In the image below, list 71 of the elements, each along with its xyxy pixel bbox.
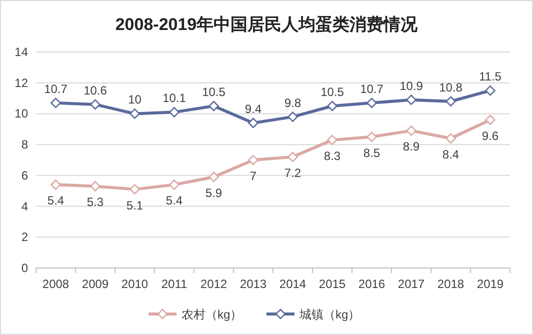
point — [366, 98, 377, 108]
point — [169, 180, 180, 190]
point — [130, 184, 140, 194]
data-label: 5.9 — [205, 186, 222, 200]
y-tick-label: 6 — [21, 168, 28, 182]
data-label: 8.4 — [442, 147, 460, 162]
x-tick-label: 2018 — [437, 277, 464, 291]
point — [208, 100, 219, 112]
point — [485, 85, 496, 96]
x-tick-label: 2009 — [82, 277, 109, 291]
data-label: 10.5 — [320, 85, 344, 99]
point — [248, 118, 258, 128]
point — [327, 100, 338, 112]
point — [90, 181, 100, 192]
point — [208, 172, 219, 182]
data-label: 10.8 — [439, 80, 463, 94]
y-tick-label: 2 — [21, 230, 28, 244]
point — [288, 112, 298, 122]
x-tick-label: 2012 — [200, 277, 228, 291]
point — [169, 107, 180, 118]
point — [446, 96, 456, 107]
x-tick-label: 2008 — [42, 277, 70, 291]
y-tick-label: 14 — [14, 45, 28, 59]
data-label: 9.4 — [244, 102, 262, 116]
point — [50, 98, 61, 108]
data-label: 11.5 — [479, 70, 502, 84]
data-label: 9.6 — [482, 128, 499, 143]
data-label: 7.2 — [284, 166, 302, 180]
x-tick-label: 2017 — [398, 277, 425, 291]
point — [327, 134, 338, 146]
point — [446, 133, 456, 144]
point — [366, 132, 377, 142]
chart-title: 2008-2019年中国居民人均蛋类消费情况 — [115, 15, 419, 34]
y-tick-label: 0 — [21, 261, 28, 275]
data-label: 10.7 — [360, 82, 384, 96]
x-tick-label: 2013 — [240, 277, 267, 291]
x-tick-label: 2015 — [318, 277, 346, 291]
data-label: 5.4 — [166, 194, 183, 208]
point — [485, 114, 496, 126]
point — [130, 108, 140, 119]
y-tick-label: 4 — [21, 199, 28, 214]
y-tick-label: 12 — [14, 76, 28, 90]
x-tick-label: 2014 — [279, 277, 306, 291]
x-tick-label: 2010 — [121, 277, 148, 291]
data-label: 5.1 — [126, 198, 144, 212]
point — [50, 180, 61, 190]
point — [248, 154, 258, 166]
data-label: 7 — [250, 169, 257, 183]
data-label: 9.8 — [284, 96, 302, 110]
x-tick-label: 2016 — [358, 277, 386, 291]
legend-label: 城镇（kg） — [298, 308, 360, 322]
data-label: 10.7 — [44, 82, 68, 96]
data-label: 8.3 — [324, 148, 341, 163]
data-label: 10.9 — [400, 78, 424, 93]
data-label: 8.9 — [402, 140, 420, 154]
x-tick-label: 2011 — [161, 277, 188, 291]
y-tick-label: 8 — [21, 138, 28, 152]
data-label: 5.3 — [86, 195, 104, 210]
point — [406, 94, 416, 105]
data-label: 10.5 — [202, 85, 226, 99]
legend-label: 农村（kg） — [182, 308, 242, 322]
data-label: 8.5 — [363, 146, 380, 160]
data-label: 10.6 — [84, 83, 108, 98]
point — [406, 126, 416, 136]
data-label: 10.1 — [162, 91, 186, 106]
x-tick-label: 2019 — [476, 277, 504, 291]
data-label: 10 — [128, 92, 142, 107]
point — [288, 152, 298, 162]
data-label: 5.4 — [47, 194, 64, 208]
point — [90, 99, 100, 110]
y-tick-label: 10 — [14, 106, 28, 121]
